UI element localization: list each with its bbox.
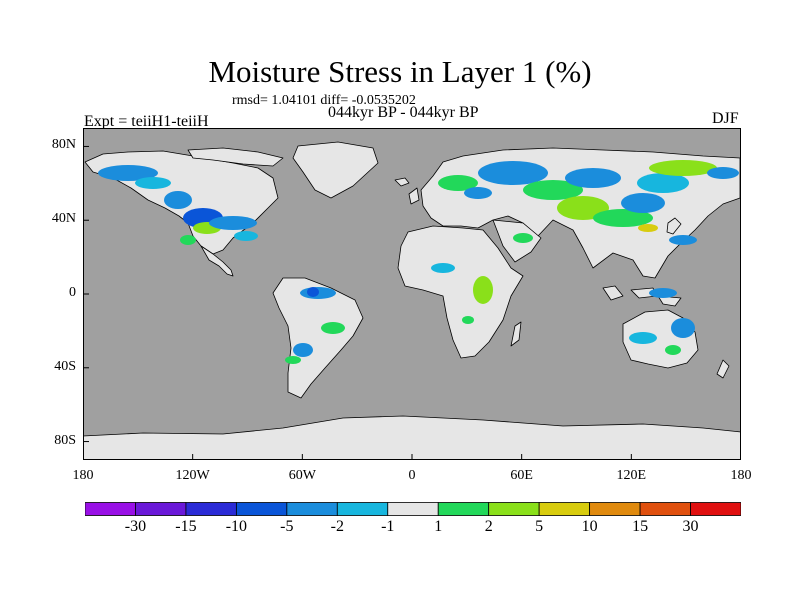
anomaly-patch (321, 322, 345, 334)
colorbar-swatch (185, 502, 237, 516)
colorbar-label: 5 (535, 518, 544, 535)
colorbar (85, 502, 741, 516)
colorbar-swatch (488, 502, 540, 516)
anomaly-patch (464, 187, 492, 199)
anomaly-patch (209, 216, 257, 230)
new-zealand-islands (716, 359, 730, 379)
greenland-landmass (292, 141, 379, 199)
colorbar-label: -5 (280, 518, 294, 535)
anomaly-patch (593, 209, 653, 227)
lat-tick-label: 80S (54, 432, 76, 448)
colorbar-swatch (690, 502, 741, 516)
lon-tick-label: 180 (730, 468, 752, 483)
lat-tick-label: 0 (69, 285, 76, 300)
lat-tick-marks (83, 145, 89, 443)
map-panel (83, 128, 741, 460)
colorbar-label: 1 (434, 518, 443, 535)
anomaly-patch (637, 173, 689, 193)
lon-tick-marks (83, 454, 741, 460)
season-label: DJF (712, 110, 739, 127)
anomaly-patch (565, 168, 621, 188)
anomaly-patch (707, 167, 739, 179)
anomaly-patch (135, 177, 171, 189)
colorbar-label: 2 (484, 518, 493, 535)
experiment-label: Expt = teiiH1-teiiH (84, 113, 209, 130)
colorbar-swatch (387, 502, 439, 516)
lon-tick-label: 60W (288, 468, 316, 483)
anomaly-patch (234, 231, 258, 241)
lon-tick-label: 120W (175, 468, 210, 483)
anomaly-patch (431, 263, 455, 273)
colorbar-swatch (336, 502, 389, 516)
lon-tick-label: 180 (72, 468, 94, 483)
south-america-landmass (272, 277, 364, 399)
colorbar-swatch (235, 502, 288, 516)
anomaly-patch (293, 343, 313, 357)
period-subtitle: 044kyr BP - 044kyr BP (328, 104, 479, 121)
anomaly-patch (671, 318, 695, 338)
anomaly-patch (473, 276, 493, 304)
anomaly-patch (621, 193, 665, 213)
colorbar-swatch (85, 502, 136, 516)
colorbar-swatch (589, 502, 641, 516)
lat-tick-label: 40N (51, 211, 76, 227)
africa-landmass (397, 225, 524, 359)
central-america-landmass (200, 245, 234, 277)
anomaly-patch (513, 233, 533, 243)
anomaly-patch (669, 235, 697, 245)
lon-tick-label: 0 (408, 468, 416, 483)
colorbar-label: 30 (682, 518, 699, 535)
stats-text: rmsd= 1.04101 diff= -0.0535202 (232, 93, 416, 108)
iceland-landmass (394, 177, 410, 187)
arctic-islands (187, 147, 284, 167)
lon-tick-label: 120E (616, 468, 647, 483)
colorbar-label: -15 (175, 518, 197, 535)
anomaly-patch (478, 161, 548, 185)
colorbar-label: 10 (581, 518, 598, 535)
anomaly-patch (665, 345, 681, 355)
plot-title: Moisture Stress in Layer 1 (%) (208, 54, 592, 89)
colorbar-swatch (538, 502, 591, 516)
anomaly-patch (649, 288, 677, 298)
colorbar-swatch (135, 502, 187, 516)
maritime-asia-islands (602, 285, 682, 307)
colorbar-label: -10 (225, 518, 248, 535)
lat-tick-label: 40S (54, 358, 76, 374)
colorbar-label: -30 (124, 518, 147, 535)
anomaly-patch (523, 180, 583, 200)
japan-islands (666, 217, 682, 235)
anomaly-patch (649, 160, 717, 176)
anomaly-patches (98, 160, 739, 364)
anomaly-patch (438, 175, 478, 191)
lon-tick-label: 60E (510, 468, 533, 483)
anomaly-patch (307, 287, 319, 297)
antarctica-landmass (83, 415, 741, 460)
anomaly-patch (98, 165, 158, 181)
colorbar-label: -1 (381, 518, 395, 535)
colorbar-swatch (437, 502, 490, 516)
anomaly-patch (164, 191, 192, 209)
anomaly-patch (285, 356, 301, 364)
anomaly-patch (462, 316, 474, 324)
colorbar-label: 15 (632, 518, 649, 535)
colorbar-swatch (286, 502, 338, 516)
anomaly-patch (638, 224, 658, 232)
lat-tick-label: 80N (51, 137, 76, 153)
british-isles (408, 187, 420, 205)
colorbar-label: -2 (330, 518, 344, 535)
anomaly-patch (557, 196, 609, 220)
madagascar-landmass (510, 321, 522, 347)
anomaly-patch (629, 332, 657, 344)
anomaly-patch (180, 235, 196, 245)
colorbar-swatch (639, 502, 691, 516)
